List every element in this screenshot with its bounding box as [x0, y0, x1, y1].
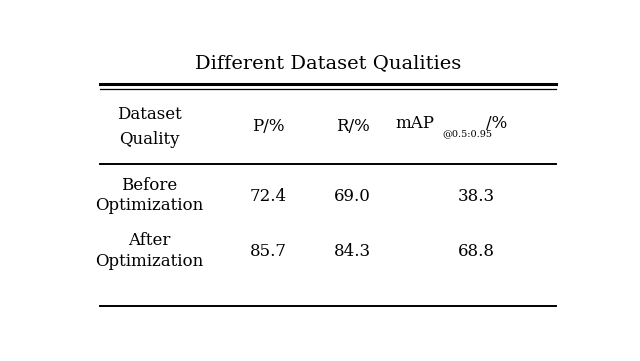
Text: 69.0: 69.0 — [334, 188, 371, 205]
Text: mAP: mAP — [395, 116, 434, 132]
Text: @0.5:0.95: @0.5:0.95 — [442, 129, 492, 138]
Text: R/%: R/% — [336, 118, 370, 135]
Text: 68.8: 68.8 — [458, 243, 495, 260]
Text: Different Dataset Qualities: Different Dataset Qualities — [195, 54, 461, 72]
Text: After: After — [128, 232, 171, 249]
Text: /%: /% — [486, 116, 507, 132]
Text: 85.7: 85.7 — [250, 243, 287, 260]
Text: P/%: P/% — [252, 118, 285, 135]
Text: 72.4: 72.4 — [250, 188, 287, 205]
Text: Dataset: Dataset — [117, 106, 182, 123]
Text: 38.3: 38.3 — [458, 188, 495, 205]
Text: 84.3: 84.3 — [334, 243, 371, 260]
Text: Optimization: Optimization — [95, 197, 204, 214]
Text: Before: Before — [122, 177, 177, 193]
Text: Quality: Quality — [119, 131, 180, 148]
Text: Optimization: Optimization — [95, 253, 204, 270]
